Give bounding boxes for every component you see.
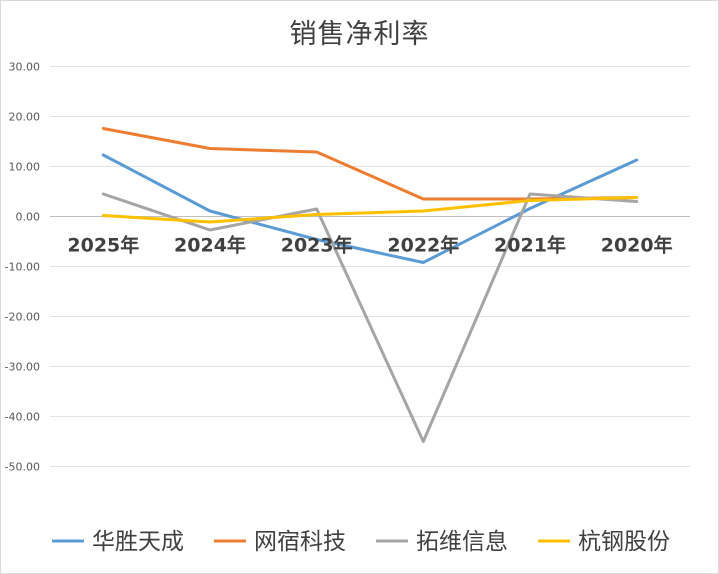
series-line-3 xyxy=(101,192,639,443)
y-tick-label: -30.00 xyxy=(5,361,40,374)
y-tick-label: -50.00 xyxy=(5,461,40,474)
legend: 华胜天成 网宿科技 拓维信息 杭钢股份 xyxy=(52,529,670,555)
x-tick-label: 2023年 xyxy=(281,234,353,257)
y-tick-label: -20.00 xyxy=(5,311,40,324)
legend-label-2: 网宿科技 xyxy=(254,529,346,555)
y-tick-label: 10.00 xyxy=(9,161,41,174)
legend-label-4: 杭钢股份 xyxy=(578,529,670,555)
x-tick-label: 2022年 xyxy=(387,234,459,257)
y-tick-label: -10.00 xyxy=(5,261,40,274)
gridlines xyxy=(50,66,690,467)
y-tick-label: 30.00 xyxy=(9,61,41,74)
series-line-2 xyxy=(101,127,639,201)
legend-label-3: 拓维信息 xyxy=(416,529,508,555)
y-tick-label: 0.00 xyxy=(16,211,41,224)
legend-label-1: 华胜天成 xyxy=(92,529,184,555)
series-lines xyxy=(101,127,639,443)
x-tick-label: 2020年 xyxy=(601,234,673,257)
x-tick-label: 2024年 xyxy=(174,234,246,257)
x-tick-label: 2025年 xyxy=(67,234,139,257)
series-line-4 xyxy=(101,196,639,224)
y-tick-label: -40.00 xyxy=(5,411,40,424)
x-tick-label: 2021年 xyxy=(494,234,566,257)
chart-title: 销售净利率 xyxy=(289,19,430,50)
x-axis-ticks: 2025年 2024年 2023年 2022年 2021年 2020年 xyxy=(67,234,672,257)
y-axis-ticks: 30.00 20.00 10.00 0.00 -10.00 -20.00 -30.00 -40… xyxy=(5,61,40,474)
y-tick-label: 20.00 xyxy=(9,111,41,124)
